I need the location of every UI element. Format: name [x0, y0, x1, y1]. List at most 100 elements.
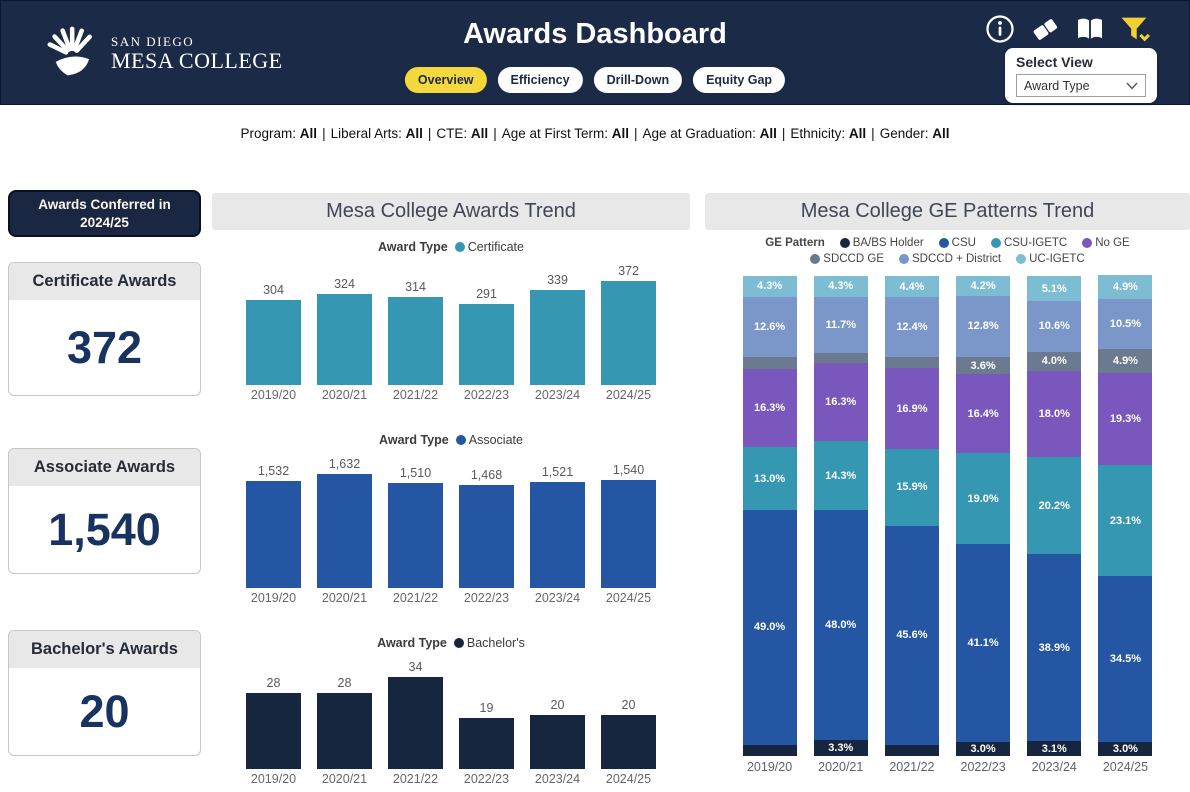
segment-uc-igetc[interactable]: 4.3% [742, 276, 797, 297]
segment-csu[interactable]: 45.6% [884, 525, 939, 745]
bar-bachelor-s-2023-24[interactable] [530, 715, 585, 769]
segment-uc-igetc[interactable]: 4.2% [956, 275, 1011, 296]
segment-sdccd-district[interactable]: 12.6% [742, 296, 797, 358]
bar-column: 28 [309, 676, 380, 769]
segment-csu-igetc[interactable]: 19.0% [956, 453, 1011, 545]
stacked-bar-column: 3.0% 41.1% 19.0% 16.4% 3.6% 12.8% 4.2% [948, 275, 1019, 756]
filter-value: All [611, 126, 629, 141]
segment-sdccd-ge[interactable]: 4.0% [1027, 351, 1082, 372]
bar-associate-2023-24[interactable] [530, 482, 585, 588]
bar-certificate-2022-23[interactable] [459, 304, 514, 385]
segment-no-ge[interactable]: 16.3% [742, 369, 797, 448]
segment-csu[interactable]: 41.1% [956, 544, 1011, 742]
bar-bachelor-s-2020-21[interactable] [317, 693, 372, 769]
bar-bachelor-s-2024-25[interactable] [601, 715, 656, 769]
segment-uc-igetc[interactable]: 5.1% [1027, 276, 1082, 301]
eraser-icon[interactable] [1027, 11, 1063, 47]
segment-label: 49.0% [753, 621, 786, 634]
book-icon[interactable] [1072, 11, 1108, 47]
tab-overview[interactable]: Overview [404, 67, 487, 93]
stacked-bar-column: 45.6% 15.9% 16.9% 12.4% 4.4% [876, 276, 947, 756]
segment-csu-igetc[interactable]: 15.9% [884, 449, 939, 526]
segment-ba-bs-holder[interactable]: 3.0% [956, 741, 1011, 756]
segment-sdccd-district[interactable]: 11.7% [813, 296, 868, 353]
filter-value: All [470, 126, 489, 141]
segment-ba-bs-holder[interactable] [742, 745, 797, 756]
legend-dot [1016, 253, 1027, 264]
x-axis-label: 2024/25 [605, 388, 652, 402]
segment-no-ge[interactable]: 16.4% [956, 374, 1011, 454]
bar-certificate-2024-25[interactable] [601, 281, 656, 385]
segment-label: 15.9% [896, 481, 928, 494]
chevron-down-icon [1126, 79, 1138, 93]
segment-no-ge[interactable]: 16.9% [884, 368, 939, 450]
mini-chart-plot: 28 28 34 19 20 20 [212, 657, 690, 769]
segment-label: 4.3% [828, 280, 854, 293]
segment-uc-igetc[interactable]: 4.4% [884, 276, 939, 298]
segment-sdccd-ge[interactable] [742, 357, 797, 370]
bar-certificate-2019-20[interactable] [246, 300, 301, 385]
legend-item-no-ge: No GE [1082, 237, 1130, 249]
bar-associate-2021-22[interactable] [388, 483, 443, 588]
bar-certificate-2021-22[interactable] [388, 297, 443, 385]
tab-efficiency[interactable]: Efficiency [497, 67, 583, 93]
bar-bachelor-s-2021-22[interactable] [388, 677, 443, 769]
segment-sdccd-district[interactable]: 10.6% [1027, 300, 1082, 352]
segment-csu[interactable]: 34.5% [1098, 576, 1153, 742]
segment-uc-igetc[interactable]: 4.3% [813, 276, 868, 297]
segment-label: 10.6% [1038, 320, 1070, 333]
header-icons [982, 11, 1153, 47]
segment-csu[interactable]: 49.0% [742, 509, 797, 745]
segment-sdccd-ge[interactable] [884, 356, 939, 369]
segment-ba-bs-holder[interactable]: 3.3% [813, 740, 868, 756]
segment-ba-bs-holder[interactable]: 3.1% [1027, 741, 1082, 756]
segment-ba-bs-holder[interactable]: 3.0% [1098, 741, 1153, 756]
segment-csu[interactable]: 38.9% [1027, 554, 1082, 742]
mini-chart-plot: 304 324 314 291 339 372 [212, 261, 690, 385]
bar-associate-2024-25[interactable] [601, 480, 656, 588]
tab-drill-down[interactable]: Drill-Down [593, 67, 683, 93]
segment-label: 16.4% [967, 407, 999, 420]
segment-sdccd-ge[interactable] [813, 352, 868, 364]
segment-csu-igetc[interactable]: 20.2% [1027, 457, 1082, 555]
segment-label: 3.0% [1112, 742, 1138, 755]
kpi-card-title: Bachelor's Awards [9, 631, 200, 668]
bar-certificate-2020-21[interactable] [317, 294, 372, 385]
bar-bachelor-s-2019-20[interactable] [246, 693, 301, 769]
segment-csu-igetc[interactable]: 14.3% [813, 441, 868, 510]
bar-associate-2022-23[interactable] [459, 485, 514, 588]
segment-csu-igetc[interactable]: 23.1% [1098, 465, 1153, 577]
select-view-dropdown[interactable]: Award Type [1016, 74, 1146, 97]
legend-dot [1082, 237, 1093, 248]
segment-no-ge[interactable]: 18.0% [1027, 371, 1082, 458]
segment-label: 4.9% [1112, 280, 1138, 293]
segment-sdccd-district[interactable]: 10.5% [1098, 298, 1153, 350]
segment-uc-igetc[interactable]: 4.9% [1098, 275, 1153, 299]
bar-certificate-2023-24[interactable] [530, 290, 585, 385]
segment-ba-bs-holder[interactable] [884, 744, 939, 756]
x-axis-label: 2023/24 [534, 591, 581, 605]
segment-sdccd-district[interactable]: 12.8% [956, 295, 1011, 358]
bar-column: 19 [451, 701, 522, 769]
bar-value-label: 1,632 [328, 457, 361, 471]
segment-csu-igetc[interactable]: 13.0% [742, 447, 797, 510]
bar-value-label: 20 [621, 698, 636, 712]
segment-sdccd-ge[interactable]: 4.9% [1098, 349, 1153, 373]
segment-no-ge[interactable]: 16.3% [813, 363, 868, 442]
filter-icon[interactable] [1117, 11, 1153, 47]
bar-associate-2020-21[interactable] [317, 474, 372, 588]
ge-pattern-legend: GE Pattern BA/BS Holder CSU CSU-IGETC No GE S… [705, 235, 1190, 266]
filter-separator: | [493, 126, 497, 141]
segment-csu[interactable]: 48.0% [813, 509, 868, 741]
segment-no-ge[interactable]: 19.3% [1098, 372, 1153, 466]
bar-bachelor-s-2022-23[interactable] [459, 718, 514, 769]
tab-equity-gap[interactable]: Equity Gap [693, 67, 786, 93]
segment-sdccd-ge[interactable]: 3.6% [956, 357, 1011, 375]
segment-sdccd-district[interactable]: 12.4% [884, 297, 939, 357]
mini-chart-legend: Award Type Associate [212, 430, 690, 450]
info-icon[interactable] [982, 11, 1018, 47]
badge-line1: Awards Conferred in [38, 196, 171, 212]
bar-associate-2019-20[interactable] [246, 481, 301, 588]
associate-awards-card: Associate Awards 1,540 [8, 448, 201, 574]
segment-label: 11.7% [825, 318, 857, 331]
